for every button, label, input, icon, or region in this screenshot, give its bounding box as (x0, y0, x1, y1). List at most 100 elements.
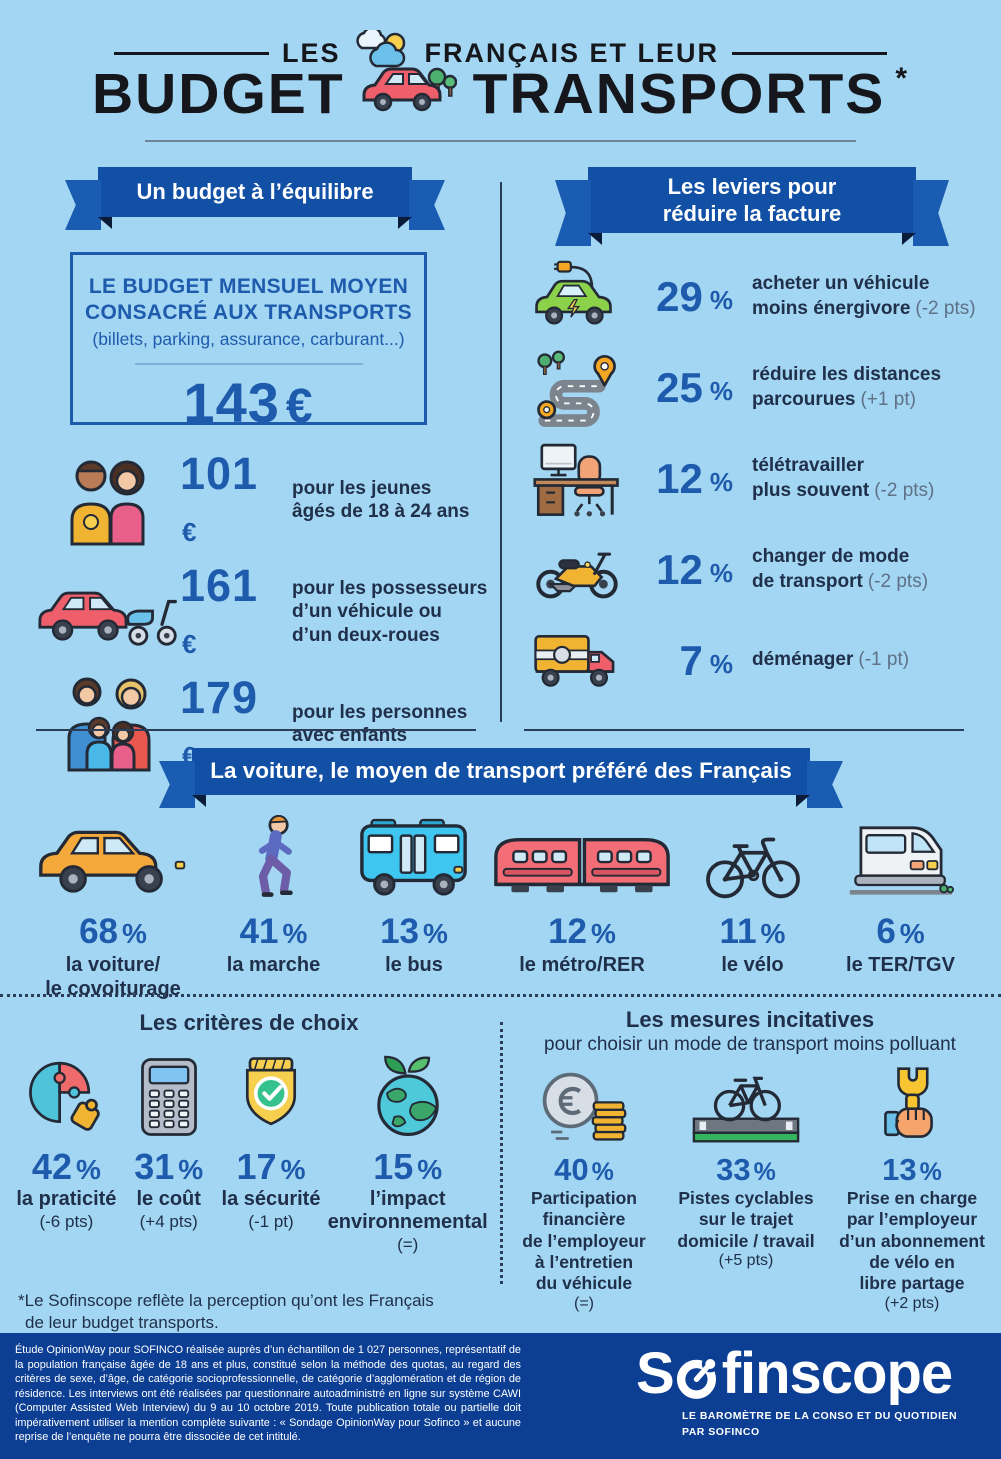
unit: % (280, 1154, 306, 1185)
lever-row: 25% réduire les distances parcourues (+1 … (533, 349, 995, 427)
lever-label-line1: télétravailler (752, 454, 864, 476)
ribbon-wing-left (65, 180, 101, 230)
ribbon-fold-left (192, 795, 206, 807)
value: 13 (380, 912, 420, 951)
lever-row: 29% acheter un véhicule moins énergivore… (533, 258, 995, 335)
lever-label-line2: moins énergivore (-2 pts) (752, 297, 976, 322)
transport-mode: 68% la voiture/ le covoiturage (28, 814, 198, 1001)
value: 40 (554, 1152, 589, 1187)
criteria-note: (-6 pts) (39, 1212, 94, 1231)
budget-row-value: 161 € (180, 560, 286, 664)
criteria-value: 31% (134, 1146, 203, 1188)
budget-ribbon-label: Un budget à l’équilibre (136, 179, 374, 205)
value: 179 (180, 672, 259, 723)
unit: % (591, 1158, 614, 1186)
unit: % (709, 558, 733, 588)
ribbon-fold-right (902, 233, 916, 245)
measure-label: Participation financière de l’employeur … (522, 1188, 646, 1294)
value: 68 (79, 912, 119, 951)
mode-label: la marche (226, 954, 321, 976)
car-and-scooter-icon (38, 573, 180, 651)
mode-label: le métro/RER (519, 954, 645, 976)
criteria-label: le coût (136, 1188, 201, 1210)
header-divider (145, 140, 856, 142)
measure-note: (=) (574, 1294, 594, 1312)
unit: % (760, 918, 786, 949)
budget-amount: 143 € (73, 370, 424, 435)
family-icon (38, 676, 180, 772)
left-rule (113, 52, 269, 55)
unit: % (899, 918, 925, 949)
label: moins énergivore (752, 297, 911, 319)
young-couple-icon (38, 454, 180, 546)
unit: € (182, 517, 198, 547)
criteria-item: 42% la praticité (-6 pts) (10, 1056, 123, 1255)
transport-mode: 11% le vélo (685, 814, 820, 1001)
sofinscope-logo: S finscope LE BAROMÈTRE DE LA CONSO ET D… (636, 1345, 957, 1441)
lever-value: 12% (621, 455, 733, 503)
safety-badge-icon (233, 1056, 309, 1138)
budget-box-line1: LE BUDGET MENSUEL MOYEN (88, 275, 409, 298)
criteria-note: (-1 pt) (248, 1212, 294, 1231)
lever-row: 12% télétravailler plus souvent (-2 pts) (533, 440, 995, 517)
budget-rows: 101 € pour les jeunes âgés de 18 à 24 an… (38, 448, 493, 784)
ribbon-wing-right (807, 761, 843, 808)
bus-icon (358, 814, 470, 902)
lever-value: 29% (621, 273, 733, 321)
footnote-line2: de leur budget transports. (25, 1313, 219, 1333)
transport-mode: 6% le TER/TGV (828, 814, 973, 1001)
lever-label-line2: plus souvent (-2 pts) (752, 479, 934, 504)
levers-rows: 29% acheter un véhicule moins énergivore… (533, 258, 995, 713)
lever-row: 12% changer de mode de transport (-2 pts) (533, 531, 995, 608)
footer-legal-text: Étude OpinionWay pour SOFINCO réalisée a… (15, 1344, 521, 1443)
criteria-item: 17% la sécurité (-1 pt) (215, 1056, 328, 1255)
car-trees-icon (361, 60, 457, 128)
right-rule (732, 52, 887, 55)
criteria-section: Les critères de choix 42% (10, 1010, 488, 1255)
measure-value: 40% (554, 1152, 614, 1188)
lever-label-line2: parcourues (+1 pt) (752, 388, 941, 413)
unit: % (178, 1154, 204, 1185)
mode-value: 12% (548, 912, 616, 952)
moving-truck-icon (533, 626, 621, 696)
tagline-line2: PAR SOFINCO (682, 1425, 760, 1438)
lever-label: changer de mode de transport (-2 pts) (752, 545, 928, 594)
value: 7 (679, 636, 703, 684)
wrench-hand-icon (875, 1067, 949, 1146)
transport-mode: 13% le bus (349, 814, 479, 1001)
lever-label-line2: de transport (-2 pts) (752, 570, 928, 595)
euro-coins-icon (540, 1068, 628, 1146)
criteria-label: l’impact environnemental (327, 1188, 488, 1233)
value: 25 (656, 363, 703, 411)
lever-label-line1: acheter un véhicule (752, 272, 930, 294)
measure-value: 33% (716, 1152, 776, 1188)
target-o-icon (675, 1354, 721, 1400)
budget-row-label: pour les jeunes âgés de 18 à 24 ans (292, 477, 470, 522)
motorbike-icon (533, 537, 621, 603)
value: 15 (373, 1146, 414, 1187)
value: 42 (31, 1146, 72, 1187)
criteria-label: la praticité (16, 1188, 117, 1210)
mode-value: 68% (79, 912, 147, 952)
lever-value: 12% (621, 546, 733, 594)
transport-mode: 41% la marche (206, 814, 341, 1001)
measure-value: 13% (882, 1152, 942, 1188)
criteria-item: 15% l’impact environnemental (=) (327, 1055, 488, 1255)
value: 11 (719, 912, 757, 951)
lever-label-line1: réduire les distances (752, 363, 942, 385)
road-pins-icon (533, 346, 621, 430)
budget-box-line3: (billets, parking, assurance, carburant.… (92, 328, 405, 349)
metro-train-icon (492, 814, 672, 902)
logo-wordmark: S finscope (636, 1345, 957, 1403)
unit: % (591, 918, 616, 949)
mode-value: 13% (380, 912, 448, 952)
label: déménager (752, 649, 854, 671)
teleworking-desk-icon (533, 438, 621, 520)
budget-row-label: pour les personnes avec enfants (292, 701, 468, 746)
ribbon-fold-right (398, 217, 412, 229)
measure-label: Prise en charge par l’employeur d’un abo… (839, 1188, 985, 1294)
section-divider-right (524, 729, 964, 731)
measures-title: Les mesures incitatives (625, 1007, 875, 1032)
tagline-line1: LE BAROMÈTRE DE LA CONSO ET DU QUOTIDIEN (682, 1410, 958, 1422)
